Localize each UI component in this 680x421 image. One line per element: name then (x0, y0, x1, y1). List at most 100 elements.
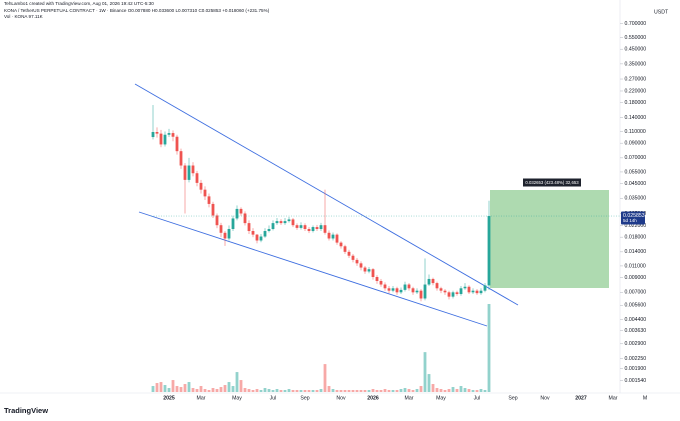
volume-bar (207, 390, 211, 392)
candle-body (459, 288, 463, 295)
annotation-label: 0.032653 (423.48%) 32,653 (525, 180, 579, 185)
x-tick-label: Jul (270, 395, 277, 401)
candle-body (343, 246, 347, 252)
candle-body (323, 225, 327, 233)
candle-body (267, 229, 271, 232)
volume-bar (303, 390, 307, 392)
y-tick-label: 0.270000 (625, 76, 647, 82)
candle-body (399, 289, 403, 293)
volume-bar (263, 388, 267, 392)
volume-bar (447, 389, 451, 392)
y-tick-label: 0.011000 (625, 263, 646, 269)
volume-bar (307, 390, 311, 392)
candle-body (479, 290, 483, 294)
candle-body (363, 267, 367, 272)
candle-body (187, 165, 191, 180)
candle-body (447, 292, 451, 297)
y-tick-label: 0.002250 (625, 356, 647, 362)
volume-bar (323, 364, 327, 392)
annotation-box (523, 178, 581, 187)
volume-bar (451, 387, 455, 392)
volume-bar (459, 386, 463, 392)
volume-bar (151, 386, 155, 392)
volume-bar (155, 383, 159, 392)
y-tick-label: 0.090000 (625, 141, 647, 147)
y-tick-label: 0.005600 (625, 303, 647, 309)
volume-bar (339, 390, 343, 392)
volume-bar (463, 388, 467, 392)
candle-body (295, 225, 299, 228)
candle-body (243, 213, 247, 224)
x-tick-label: May (232, 395, 242, 401)
candle-body (199, 182, 203, 190)
candle-body (155, 132, 159, 134)
volume-bar (187, 382, 191, 392)
y-tick-label: 0.450000 (625, 47, 647, 53)
candle-body (455, 292, 459, 295)
volume-bar (267, 389, 271, 392)
volume-bar (343, 390, 347, 392)
candle-body (395, 288, 399, 293)
candle-body (159, 133, 163, 145)
candle-body (367, 269, 371, 272)
volume-bar (435, 388, 439, 392)
candle-body (247, 223, 251, 232)
y-tick-label: 0.350000 (625, 61, 647, 67)
candle-body (167, 133, 171, 135)
y-tick-label: 0.110000 (625, 129, 646, 135)
candle-body (379, 280, 383, 285)
volume-bar (363, 390, 367, 392)
candle-body (375, 277, 379, 281)
candle-body (191, 165, 195, 174)
volume-bar (311, 390, 315, 392)
x-tick-label: Nov (336, 395, 346, 401)
candle-body (259, 236, 263, 241)
last-price-box (621, 211, 645, 225)
lower-trendline (138, 211, 488, 327)
upper-trendline (134, 83, 519, 306)
volume-bar (359, 390, 363, 392)
y-tick-label: 0.002900 (625, 341, 647, 347)
candle-body (283, 221, 287, 224)
candle-body (483, 285, 487, 291)
candle-body (179, 151, 183, 166)
x-tick-label: Jul (474, 395, 481, 401)
candle-body (427, 278, 431, 285)
candle-body (383, 284, 387, 289)
candle-body (215, 215, 219, 226)
x-tick-label: Sep (508, 395, 517, 401)
y-tick-label: 0.220000 (625, 88, 647, 94)
volume-bar (199, 386, 203, 392)
candle-body (471, 290, 475, 293)
volume-bar (475, 390, 479, 392)
volume-bar (411, 390, 415, 392)
candle-body (315, 227, 319, 230)
y-tick-label: 0.180000 (625, 100, 647, 106)
volume-bar (379, 390, 383, 392)
volume-bar (167, 388, 171, 392)
candle-body (235, 208, 239, 219)
volume-bar (243, 388, 247, 392)
volume-bar (255, 389, 259, 392)
volume-bar (291, 390, 295, 392)
candle-body (311, 227, 315, 232)
candle-body (223, 232, 227, 239)
countdown-label: 5d 14h (623, 218, 637, 223)
candle-body (335, 234, 339, 243)
x-tick-label: 2026 (367, 395, 379, 401)
candle-body (207, 196, 211, 204)
volume-bar (347, 390, 351, 392)
plot-area: 0.700000 0.550000 0.450000 0.350000 0.270000… (151, 21, 647, 401)
candle-body (263, 231, 267, 237)
candle-body (435, 283, 439, 289)
y-tick-label: 0.009000 (625, 275, 647, 281)
volume-bar (391, 390, 395, 392)
y-tick-label: 0.003630 (625, 328, 647, 334)
candle-body (403, 284, 407, 290)
x-tick-label: Mar (197, 395, 206, 401)
volume-bar (455, 389, 459, 392)
candle-body (171, 133, 175, 137)
volume-bar (443, 390, 447, 392)
